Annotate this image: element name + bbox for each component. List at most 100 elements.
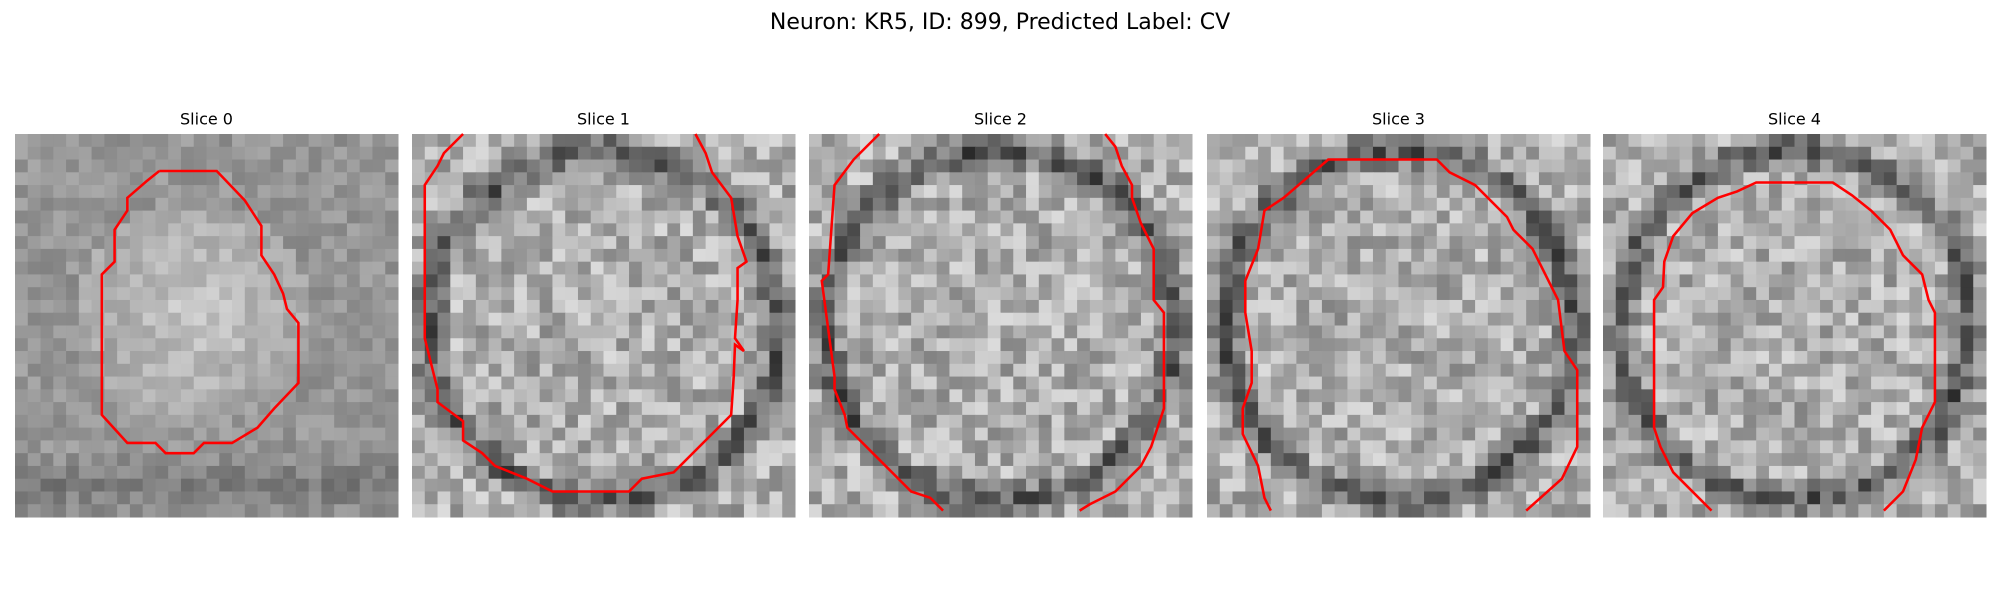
pixel	[283, 185, 297, 199]
pixel	[1283, 389, 1297, 403]
pixel	[1038, 453, 1053, 467]
pixel	[603, 274, 617, 288]
pixel	[475, 261, 490, 275]
pixel	[1679, 465, 1693, 480]
pixel	[308, 299, 322, 314]
pixel	[206, 325, 220, 339]
pixel	[412, 185, 426, 199]
pixel	[308, 440, 322, 454]
pixel	[1140, 185, 1155, 199]
pixel	[987, 223, 1002, 237]
pixel	[1858, 287, 1872, 301]
pixel	[1526, 338, 1540, 352]
pixel	[53, 146, 67, 161]
pixel	[1232, 453, 1246, 467]
pixel	[1692, 134, 1706, 148]
pixel	[1153, 504, 1167, 518]
pixel	[359, 465, 373, 480]
pixel	[1960, 299, 1974, 314]
pixel	[488, 210, 502, 224]
pixel	[1947, 376, 1961, 390]
pixel	[463, 261, 477, 275]
pixel	[1462, 261, 1476, 275]
pixel	[78, 248, 93, 263]
pixel	[911, 440, 925, 454]
pixel	[860, 465, 874, 480]
pixel	[1641, 363, 1655, 378]
panel-title: Slice 3	[1372, 110, 1425, 129]
pixel	[488, 389, 502, 403]
pixel	[1449, 248, 1463, 263]
pixel	[769, 325, 783, 339]
pixel	[539, 504, 553, 518]
pixel	[1232, 299, 1246, 314]
pixel	[1692, 402, 1706, 416]
pixel	[1909, 172, 1923, 186]
pixel	[987, 491, 1002, 505]
pixel	[987, 287, 1002, 301]
pixel	[1334, 248, 1348, 263]
pixel	[1424, 210, 1438, 224]
pixel	[1283, 453, 1297, 467]
pixel	[1794, 223, 1808, 237]
pixel	[1768, 261, 1783, 275]
pixel	[769, 440, 783, 454]
pixel	[949, 440, 963, 454]
pixel	[334, 453, 348, 467]
pixel	[385, 504, 399, 518]
pixel	[1934, 325, 1949, 339]
pixel	[40, 491, 54, 505]
pixel	[1641, 376, 1655, 390]
pixel	[539, 414, 553, 429]
pixel	[577, 351, 592, 365]
pixel	[308, 478, 322, 492]
pixel	[974, 146, 989, 161]
pixel	[501, 274, 515, 288]
pixel	[962, 338, 976, 352]
pixel	[1768, 363, 1783, 378]
pixel	[1026, 414, 1040, 429]
pixel	[1679, 427, 1693, 441]
pixel	[1679, 504, 1693, 518]
pixel	[1321, 261, 1336, 275]
pixel	[450, 325, 464, 339]
pixel	[1538, 236, 1553, 250]
pixel	[1372, 248, 1387, 263]
pixel	[667, 312, 681, 327]
pixel	[1424, 440, 1438, 454]
pixel	[283, 414, 297, 429]
pixel	[1424, 453, 1438, 467]
pixel	[66, 440, 80, 454]
pixel	[1128, 376, 1142, 390]
pixel	[1832, 465, 1847, 480]
pixel	[1283, 427, 1297, 441]
pixel	[821, 504, 836, 518]
pixel	[1026, 427, 1040, 441]
pixel	[1270, 478, 1285, 492]
pixel	[1179, 146, 1193, 161]
pixel	[1038, 325, 1053, 339]
pixel	[1398, 159, 1412, 173]
pixel	[359, 172, 373, 186]
pixel	[526, 491, 541, 505]
pixel	[629, 134, 643, 148]
pixel	[1296, 491, 1310, 505]
pixel	[168, 338, 182, 352]
pixel	[1436, 236, 1451, 250]
pixel	[1207, 312, 1221, 327]
pixel	[78, 491, 93, 505]
pixel	[1462, 491, 1476, 505]
pixel	[1909, 299, 1923, 314]
pixel	[1360, 338, 1374, 352]
pixel	[78, 134, 93, 148]
pixel	[1232, 504, 1246, 518]
pixel	[616, 453, 630, 467]
pixel	[1781, 440, 1796, 454]
pixel	[923, 185, 938, 199]
pixel	[40, 146, 54, 161]
pixel	[1309, 210, 1323, 224]
pixel	[91, 414, 105, 429]
pixel	[450, 465, 464, 480]
pixel	[1115, 134, 1129, 148]
pixel	[463, 478, 477, 492]
